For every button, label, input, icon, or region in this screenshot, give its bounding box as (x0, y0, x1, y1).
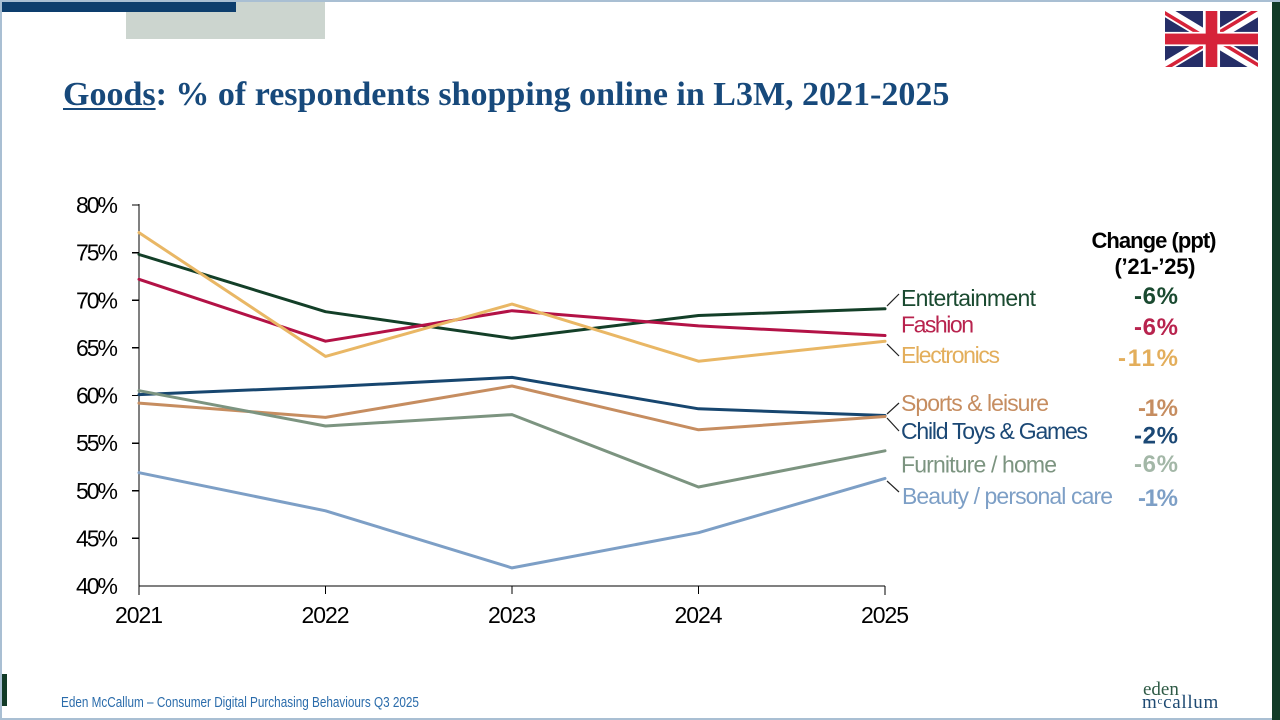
svg-text:50%: 50% (76, 478, 118, 504)
svg-text:Child Toys & Games: Child Toys & Games (901, 418, 1088, 444)
svg-text:Beauty / personal care: Beauty / personal care (902, 483, 1113, 509)
svg-text:2023: 2023 (488, 602, 536, 628)
svg-text:Electronics: Electronics (901, 342, 1000, 368)
svg-text:Fashion: Fashion (901, 312, 974, 338)
svg-text:75%: 75% (76, 240, 118, 266)
svg-text:45%: 45% (76, 525, 118, 551)
svg-text:2024: 2024 (675, 602, 723, 628)
svg-text:-1%: -1% (1138, 395, 1178, 422)
svg-text:70%: 70% (76, 287, 118, 313)
svg-text:2022: 2022 (302, 602, 350, 628)
svg-text:2025: 2025 (861, 602, 909, 628)
svg-text:-6%: -6% (1134, 283, 1178, 310)
svg-text:Furniture / home: Furniture / home (901, 452, 1057, 478)
svg-text:Change (ppt): Change (ppt) (1092, 228, 1217, 253)
svg-text:-6%: -6% (1134, 314, 1178, 341)
svg-text:-1%: -1% (1138, 485, 1178, 512)
svg-text:Entertainment: Entertainment (901, 285, 1037, 311)
svg-text:60%: 60% (76, 383, 118, 409)
svg-text:40%: 40% (76, 573, 118, 599)
svg-text:55%: 55% (76, 430, 118, 456)
svg-text:(’21-’25): (’21-’25) (1115, 254, 1196, 279)
svg-text:-6%: -6% (1134, 451, 1178, 478)
svg-text:2021: 2021 (115, 602, 163, 628)
svg-text:80%: 80% (76, 192, 118, 218)
svg-text:-11%: -11% (1118, 345, 1178, 372)
svg-text:Sports & leisure: Sports & leisure (901, 390, 1049, 416)
svg-text:-2%: -2% (1134, 423, 1178, 450)
svg-text:65%: 65% (76, 335, 118, 361)
